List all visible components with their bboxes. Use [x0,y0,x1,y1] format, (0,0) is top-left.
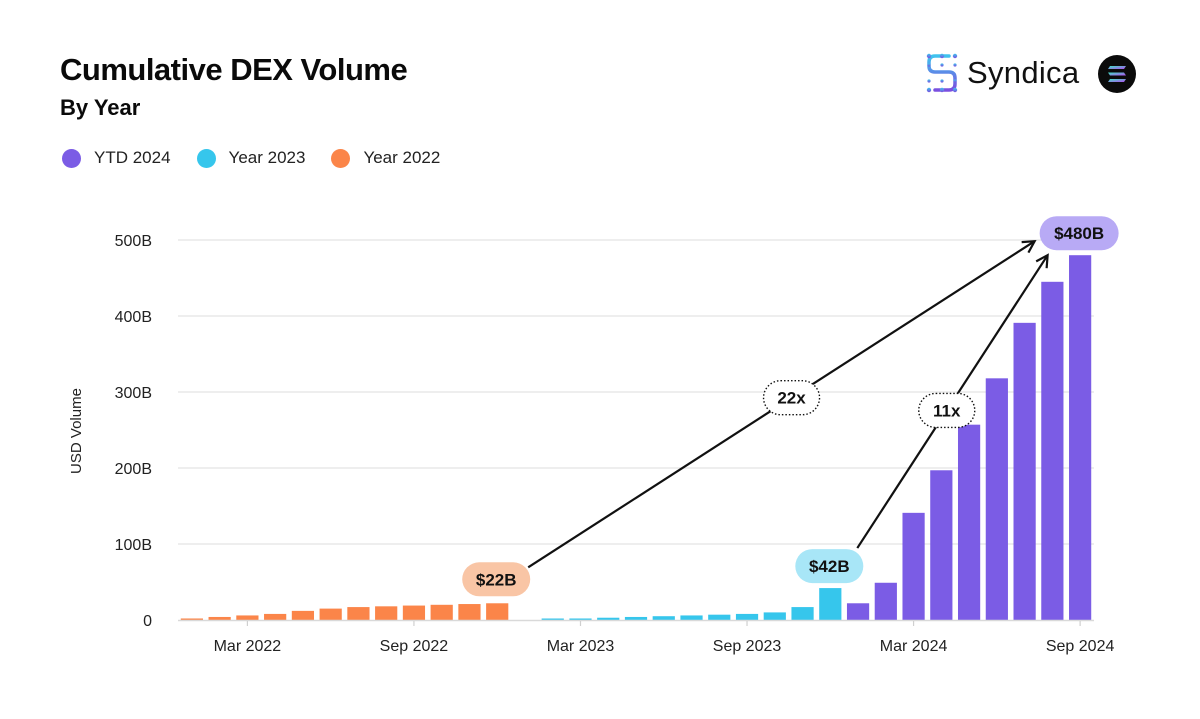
value-pills: $22B $42B $480B [462,216,1119,597]
bar-aug-2022 [375,606,398,620]
gridlines [178,239,1094,545]
legend-item-year-2022: Year 2022 [331,148,440,168]
value-pill-label: $22B [476,570,517,589]
bar-jul-2022 [347,607,370,620]
bar-jun-2023 [652,616,675,620]
solana-logo-icon [1098,55,1136,93]
growth-arrows: 22x 11x [527,239,1049,569]
bar-dec-2022 [486,603,509,620]
y-tick-label: 100B [115,537,152,554]
x-tick-label: Mar 2024 [880,638,948,655]
bar-jul-2024 [1013,322,1036,620]
bar-sep-2024 [1069,255,1092,620]
y-tick-label: 300B [115,385,152,402]
bar-nov-2023 [791,607,814,620]
bar-sep-2023 [735,613,759,620]
bar-feb-2024 [874,582,897,620]
multiplier-label: 22x [777,389,806,408]
y-tick-label: 0 [143,613,152,630]
arrow-head [1021,239,1037,254]
bar-mar-2024 [902,512,925,620]
bar-jun-2022 [319,608,342,620]
legend-label-year-2023: Year 2023 [228,148,306,167]
y-tick-label: 400B [115,309,152,326]
bar-sep-2022 [402,605,426,620]
legend-item-ytd-2024: YTD 2024 [62,148,171,168]
value-pill [795,549,864,584]
y-tick-label: 500B [115,233,152,250]
multiplier-label: 11x [933,401,961,420]
multiplier-bubble [762,380,821,416]
brand: Syndica [925,52,1079,94]
x-tick-label: Sep 2023 [713,638,782,655]
value-pill-label: $480B [1054,224,1104,243]
y-axis-label: USD Volume [68,388,85,474]
legend: YTD 2024 Year 2023 Year 2022 [62,148,466,168]
syndica-logo-icon [926,53,958,93]
arrow-head [1035,253,1049,269]
bar-feb-2022 [208,616,231,620]
y-axis-ticks: 0 100B 200B 300B 400B 500B [115,233,152,630]
bar-jul-2023 [680,615,703,620]
bars [180,255,1092,620]
legend-label-year-2022: Year 2022 [363,148,441,167]
chart-subtitle: By Year [60,95,141,120]
value-pill [462,562,531,597]
bar-mar-2023 [569,618,592,620]
bar-apr-2024 [930,470,953,620]
bar-dec-2023 [819,588,842,620]
value-pill [1039,216,1119,251]
value-pill-label: $42B [809,557,850,576]
bar-aug-2024 [1041,281,1064,620]
chart-title: Cumulative DEX Volume [60,52,408,87]
x-tick-label: Sep 2024 [1046,638,1115,655]
y-tick-label: 200B [115,461,152,478]
legend-label-ytd-2024: YTD 2024 [94,148,171,167]
brand-name: Syndica [967,55,1080,90]
bar-jan-2024 [846,603,870,620]
bar-jan-2022 [180,618,203,620]
bar-aug-2023 [708,614,731,620]
bar-may-2022 [291,610,315,620]
x-tick-label: Sep 2022 [380,638,449,655]
x-axis-ticks: Mar 2022 Sep 2022 Mar 2023 Sep 2023 Mar 2024… [214,621,1115,655]
bar-apr-2023 [597,617,620,620]
bar-oct-2022 [430,604,453,620]
bar-may-2023 [624,616,648,620]
bar-feb-2023 [541,618,564,620]
x-tick-label: Mar 2022 [214,638,282,655]
bar-oct-2023 [763,612,786,620]
x-tick-label: Mar 2023 [547,638,615,655]
bar-apr-2022 [264,613,287,620]
legend-swatch-ytd-2024 [62,148,81,168]
legend-swatch-year-2023 [196,148,216,168]
bar-may-2024 [957,424,981,620]
bar-jun-2024 [985,378,1008,620]
multiplier-bubble [918,392,976,429]
bar-mar-2022 [236,615,259,620]
legend-swatch-year-2022 [331,148,351,168]
bar-nov-2022 [458,604,481,620]
legend-item-year-2023: Year 2023 [196,148,306,168]
